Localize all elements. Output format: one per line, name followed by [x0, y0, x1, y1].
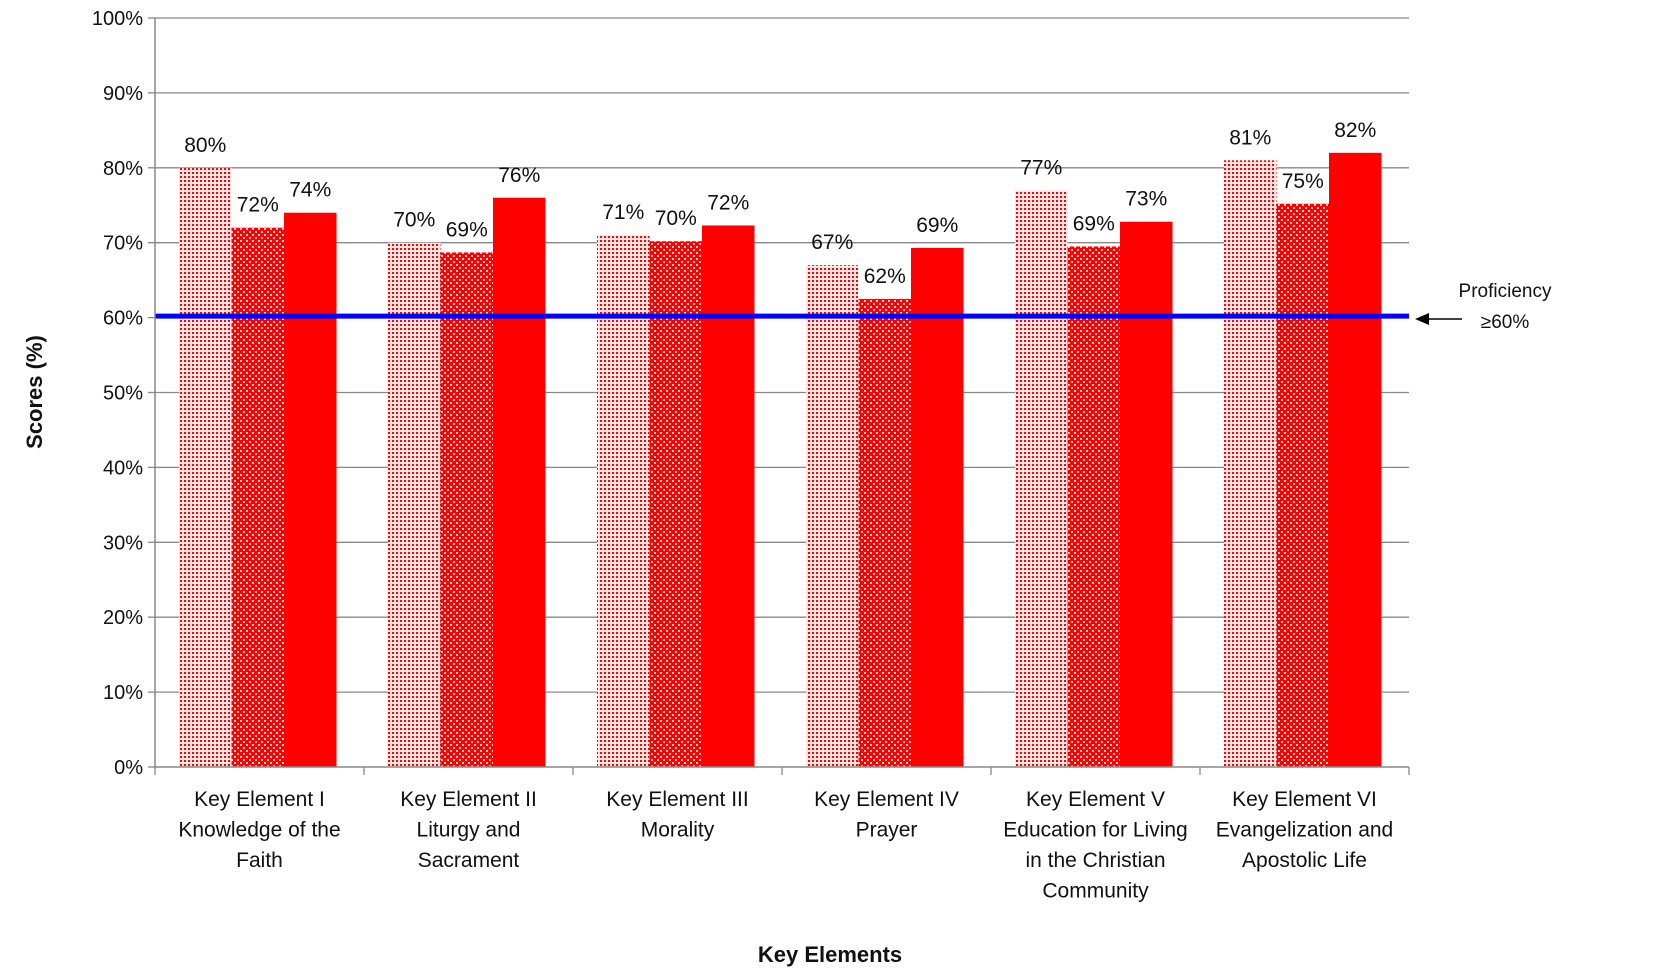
data-label: 76%: [498, 164, 540, 187]
bar: [179, 167, 232, 768]
bar: [597, 235, 650, 767]
y-tick-label: 80%: [103, 158, 143, 180]
y-axis-title: Scores (%): [22, 335, 47, 449]
data-label: 69%: [446, 218, 488, 241]
x-axis-title: Key Elements: [758, 942, 902, 967]
data-label: 72%: [707, 191, 749, 214]
proficiency-label: ≥60%: [1481, 312, 1530, 333]
bar: [1276, 203, 1329, 767]
bar: [911, 247, 964, 767]
y-tick-label: 10%: [103, 682, 143, 704]
data-label: 71%: [602, 201, 644, 224]
category-label: Key Element V Education for Living in the …: [1003, 788, 1187, 903]
data-label: 82%: [1334, 119, 1376, 142]
category-label: Key Element I Knowledge of the Faith: [178, 788, 340, 872]
data-label: 62%: [864, 265, 906, 288]
y-tick-label: 30%: [103, 532, 143, 554]
bar: [1067, 246, 1120, 767]
bar: [1224, 160, 1277, 767]
category-label: Key Element II Liturgy and Sacrament: [400, 788, 537, 872]
gridlines: [155, 17, 1409, 693]
bar: [284, 212, 337, 768]
axes: [154, 18, 1410, 775]
y-tick-label: 40%: [103, 457, 143, 479]
data-label: 75%: [1282, 170, 1324, 193]
data-label: 74%: [289, 179, 331, 202]
bar: [1120, 221, 1173, 767]
bar: [1329, 152, 1382, 767]
bar: [806, 265, 859, 767]
y-tick-label: 20%: [103, 607, 143, 629]
bar: [702, 225, 755, 767]
data-label: 72%: [237, 194, 279, 217]
y-tick-label: 60%: [103, 308, 143, 330]
category-label: Key Element IV Prayer: [814, 788, 959, 842]
category-label: Key Element VI Evangelization and Apostoli…: [1216, 788, 1393, 872]
category-label: Key Element III Morality: [606, 788, 748, 842]
y-axis-ticks: 0% 10% 20% 30% 40% 50% 60% 70% 80% 90% 100%: [92, 8, 155, 779]
bar: [231, 227, 284, 768]
bar: [388, 242, 441, 767]
bar: [858, 298, 911, 767]
y-tick-label: 50%: [103, 383, 143, 405]
bar: [493, 197, 546, 767]
data-label: 69%: [916, 214, 958, 237]
bars: 80% 70% 71% 67% 77% 81% 72% 69% 70% 62% 69% 75% 74% 7…: [179, 119, 1382, 768]
x-axis-categories: Key Element I Knowledge of the Faith Key El…: [178, 788, 1393, 903]
data-label: 80%: [184, 134, 226, 157]
y-tick-label: 90%: [103, 83, 143, 105]
data-label: 73%: [1125, 188, 1167, 211]
y-tick-label: 100%: [92, 8, 143, 30]
data-label: 70%: [655, 207, 697, 230]
bar: [1015, 190, 1068, 767]
bar: [440, 252, 493, 767]
proficiency-label: Proficiency: [1459, 281, 1552, 302]
data-label: 81%: [1229, 126, 1271, 149]
data-label: 77%: [1020, 156, 1062, 179]
y-tick-label: 0%: [114, 757, 143, 779]
y-tick-label: 70%: [103, 233, 143, 255]
data-label: 70%: [393, 209, 435, 232]
data-label: 69%: [1073, 212, 1115, 235]
arrow-head-icon: [1415, 313, 1429, 325]
bar: [649, 241, 702, 767]
data-label: 67%: [811, 231, 853, 254]
proficiency-reference: Proficiency ≥60%: [155, 281, 1552, 333]
